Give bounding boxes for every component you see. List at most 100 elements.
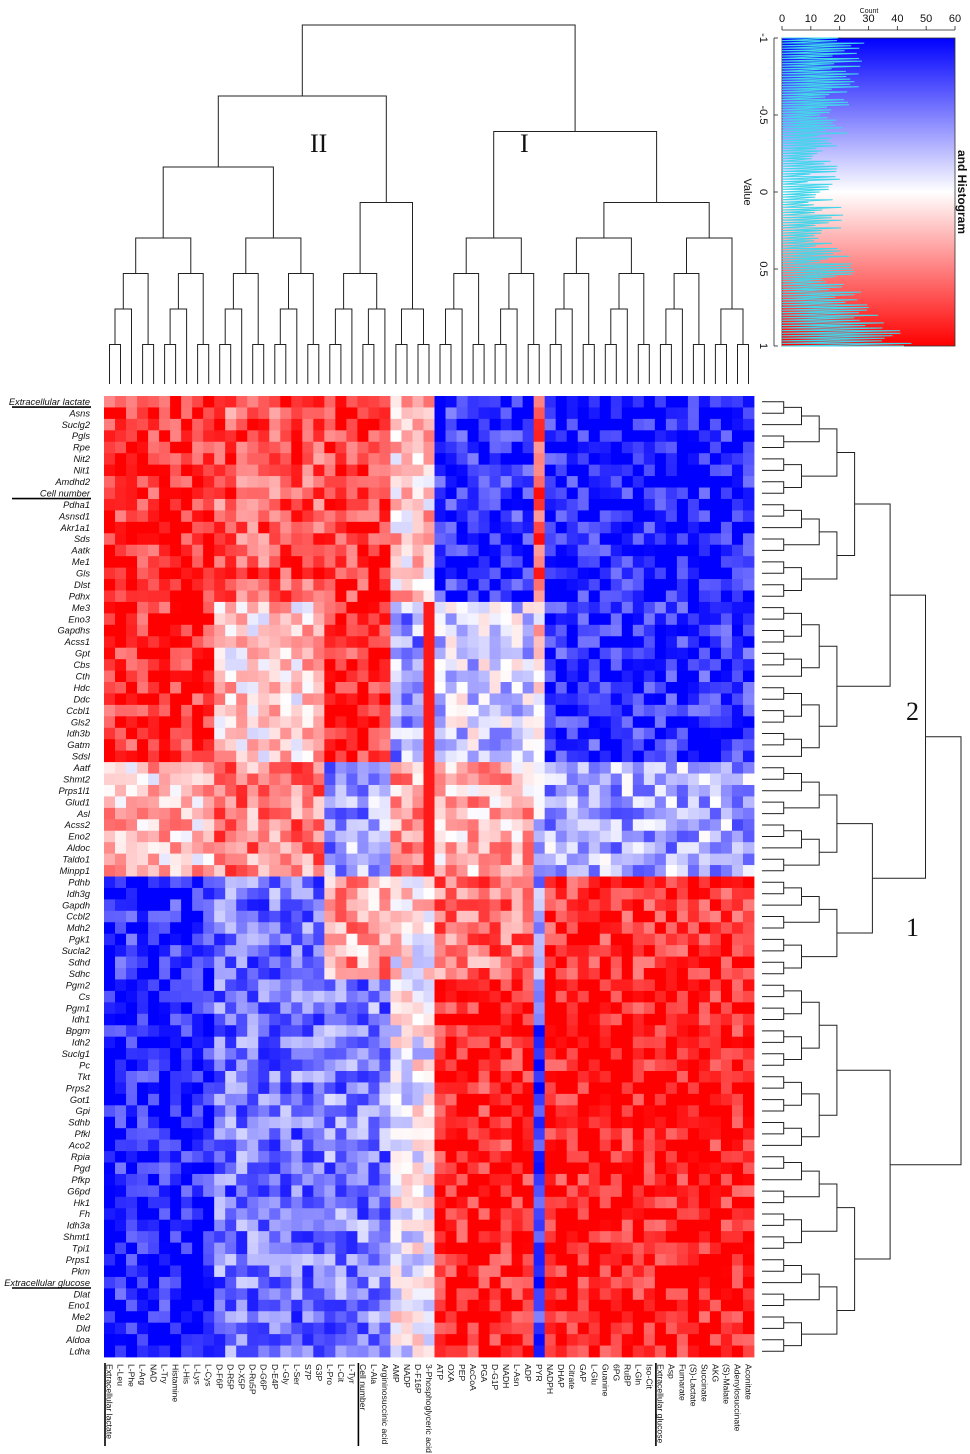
heatmap-cell	[533, 842, 546, 855]
heatmap-cell	[401, 430, 413, 443]
heatmap-cell	[654, 1116, 667, 1129]
heatmap-cell	[731, 1093, 744, 1106]
heatmap-cell	[577, 601, 590, 614]
heatmap-cell	[445, 498, 457, 511]
heatmap-cell	[170, 922, 182, 935]
heatmap-cell	[137, 556, 149, 569]
heatmap-cell	[533, 704, 546, 717]
heatmap-cell	[181, 1265, 193, 1278]
heatmap-cell	[269, 784, 281, 797]
heatmap-cell	[104, 1299, 116, 1312]
heatmap-cell	[313, 1059, 325, 1072]
heatmap-cell	[489, 613, 502, 626]
heatmap-cell	[104, 682, 116, 694]
heatmap-cell	[302, 1173, 314, 1186]
heatmap-cell	[621, 601, 634, 614]
heatmap-cell	[621, 1070, 634, 1083]
heatmap-cell	[357, 762, 369, 774]
heatmap-cell	[203, 464, 215, 477]
heatmap-cell	[291, 659, 303, 671]
heatmap-cell	[709, 1185, 722, 1198]
heatmap-cell	[302, 670, 314, 683]
heatmap-cell	[467, 682, 479, 694]
heatmap-cell	[577, 521, 590, 534]
heatmap-cell	[258, 739, 270, 752]
heatmap-cell	[148, 1048, 160, 1060]
heatmap-cell	[247, 544, 259, 557]
heatmap-cell	[335, 1208, 347, 1221]
heatmap-cell	[698, 830, 711, 843]
heatmap-cell	[357, 418, 369, 431]
heatmap-cell	[533, 1265, 546, 1278]
heatmap-cell	[742, 739, 755, 752]
heatmap-cell	[269, 556, 281, 569]
heatmap-cell	[104, 933, 116, 946]
heatmap-cell	[544, 1242, 557, 1255]
heatmap-cell	[335, 910, 347, 923]
heatmap-cell	[258, 1196, 270, 1209]
heatmap-cell	[467, 1173, 479, 1186]
heatmap-cell	[489, 670, 502, 683]
heatmap-cell	[159, 453, 171, 466]
heatmap-cell	[456, 1219, 468, 1232]
heatmap-cell	[291, 510, 303, 523]
heatmap-cell	[522, 1276, 535, 1289]
heatmap-cell	[676, 396, 689, 408]
heatmap-cell	[632, 1196, 645, 1209]
heatmap-cell	[632, 784, 645, 797]
heatmap-cell	[445, 1036, 457, 1049]
heatmap-cell	[555, 1036, 568, 1049]
heatmap-cell	[665, 441, 678, 454]
heatmap-cell	[313, 704, 325, 717]
heatmap-cell	[214, 407, 226, 420]
heatmap-cell	[434, 1048, 446, 1060]
heatmap-cell	[489, 693, 502, 706]
heatmap-cell	[687, 682, 700, 694]
heatmap-cell	[720, 853, 733, 866]
heatmap-cell	[203, 418, 215, 431]
heatmap-cell	[269, 533, 281, 546]
heatmap-cell	[181, 1311, 193, 1324]
heatmap-cell	[489, 441, 502, 454]
heatmap-cell	[588, 498, 601, 511]
heatmap-cell	[247, 727, 259, 740]
heatmap-cell	[643, 1299, 656, 1312]
heatmap-cell	[610, 1276, 623, 1289]
heatmap-cell	[533, 1105, 546, 1118]
heatmap-cell	[511, 899, 524, 912]
heatmap-cell	[731, 1105, 744, 1118]
heatmap-cell	[357, 704, 369, 717]
heatmap-cell	[236, 899, 248, 912]
heatmap-cell	[192, 510, 204, 523]
heatmap-cell	[335, 933, 347, 946]
heatmap-cell	[665, 1162, 678, 1175]
heatmap-cell	[621, 510, 634, 523]
heatmap-cell	[555, 1013, 568, 1026]
heatmap-cell	[280, 1345, 292, 1358]
heatmap-cell	[698, 682, 711, 694]
heatmap-cell	[423, 956, 435, 969]
heatmap-cell	[555, 441, 568, 454]
heatmap-cell	[577, 441, 590, 454]
heatmap-cell	[621, 682, 634, 694]
heatmap-cell	[742, 1151, 755, 1163]
heatmap-cell	[423, 1322, 435, 1335]
row-label: Amdhd2	[54, 477, 90, 487]
heatmap-cell	[621, 796, 634, 809]
heatmap-cell	[742, 1070, 755, 1083]
heatmap-cell	[159, 1128, 171, 1141]
heatmap-cell	[731, 1288, 744, 1301]
heatmap-cell	[456, 933, 468, 946]
heatmap-cell	[676, 601, 689, 614]
heatmap-cell	[170, 636, 182, 649]
heatmap-cell	[731, 1334, 744, 1346]
heatmap-cell	[423, 601, 435, 614]
heatmap-cell	[324, 1299, 336, 1312]
heatmap-cell	[500, 418, 513, 431]
heatmap-cell	[577, 773, 590, 786]
heatmap-cell	[478, 498, 490, 511]
heatmap-cell	[137, 636, 149, 649]
heatmap-cell	[137, 750, 149, 763]
heatmap-cell	[577, 1242, 590, 1255]
heatmap-cell	[599, 556, 612, 569]
